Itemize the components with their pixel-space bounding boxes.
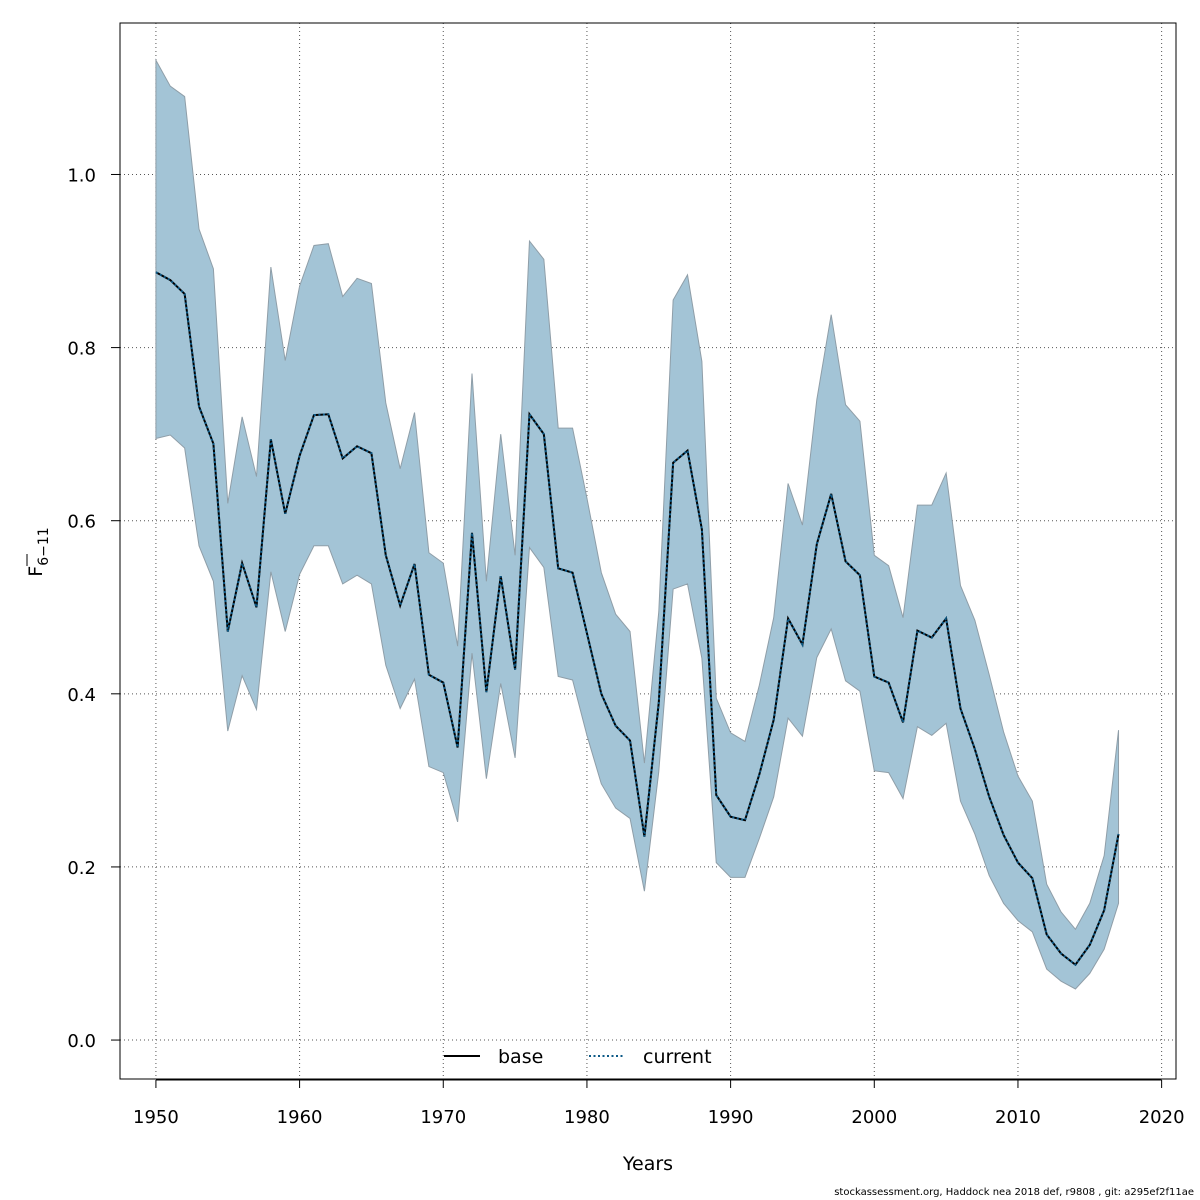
x-tick-label: 2000 bbox=[851, 1107, 897, 1128]
y-tick-label: 0.0 bbox=[67, 1031, 96, 1052]
x-tick-label: 1970 bbox=[420, 1107, 466, 1128]
footer-credit: stockassessment.org, Haddock nea 2018 de… bbox=[834, 1187, 1194, 1198]
confidence-band bbox=[155, 58, 1120, 990]
plot-frame bbox=[119, 22, 1177, 1080]
legend: base current bbox=[444, 1046, 712, 1068]
x-axis: 1950 1960 1970 1980 1990 2000 2010 2020 bbox=[133, 1079, 1185, 1128]
y-axis-title-main: F bbox=[25, 566, 47, 577]
legend-label-current: current bbox=[643, 1046, 712, 1068]
x-tick-label: 2020 bbox=[1139, 1107, 1185, 1128]
svg-text:F6−11: F6−11 bbox=[25, 527, 52, 576]
y-tick-label: 1.0 bbox=[67, 165, 96, 186]
x-tick-label: 2010 bbox=[995, 1107, 1041, 1128]
y-axis-title-sub: 6−11 bbox=[36, 527, 52, 565]
legend-label-base: base bbox=[498, 1046, 543, 1068]
y-tick-label: 0.8 bbox=[67, 339, 96, 360]
y-tick-label: 0.6 bbox=[67, 512, 96, 533]
x-tick-label: 1990 bbox=[708, 1107, 754, 1128]
x-tick-label: 1960 bbox=[277, 1107, 323, 1128]
x-tick-label: 1980 bbox=[564, 1107, 610, 1128]
y-axis-title: F6−11 bbox=[25, 527, 52, 576]
series-line-current bbox=[155, 271, 1120, 967]
y-tick-label: 0.2 bbox=[67, 858, 96, 879]
y-tick-label: 0.4 bbox=[67, 685, 96, 706]
x-tick-label: 1950 bbox=[133, 1107, 179, 1128]
x-axis-title: Years bbox=[622, 1153, 673, 1175]
y-axis: 0.0 0.2 0.4 0.6 0.8 1.0 bbox=[67, 165, 120, 1052]
